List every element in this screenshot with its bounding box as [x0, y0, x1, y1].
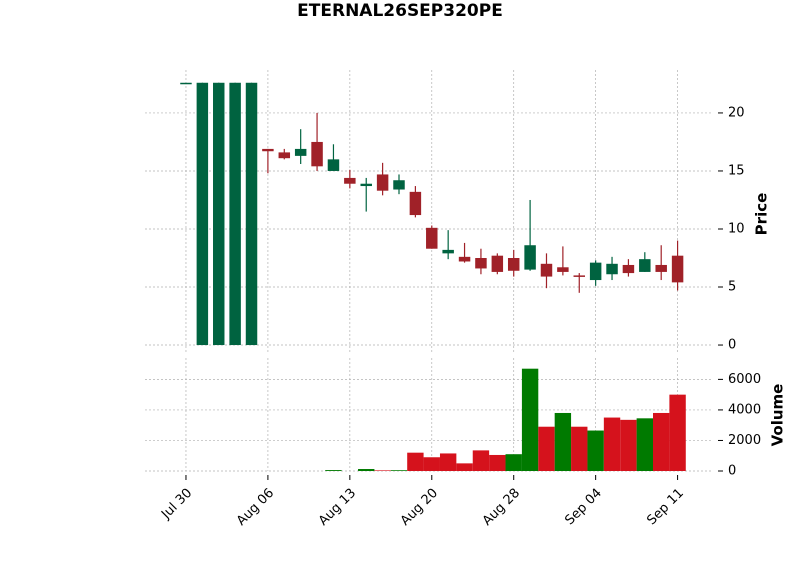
candle-body [475, 258, 487, 269]
volume-bar [472, 450, 490, 471]
candle-body [573, 275, 585, 277]
x-tick-label: Aug 13 [316, 486, 359, 529]
candle-body [278, 152, 291, 159]
candle-body [442, 249, 454, 254]
candle-body [262, 148, 274, 152]
y-tick-label: 10 [728, 221, 745, 236]
candle-body [507, 258, 520, 271]
volume-bar [620, 419, 637, 471]
candle-body [180, 82, 192, 85]
volume-bar [358, 469, 375, 471]
candle-body [344, 177, 356, 184]
volume-bar [554, 412, 572, 471]
volume-bar [423, 457, 440, 471]
x-tick-label: Aug 06 [234, 486, 277, 529]
candle-body [327, 159, 340, 171]
y2-tick-label: 2000 [728, 433, 761, 448]
x-tick-label: Aug 20 [398, 486, 441, 529]
candle-body [409, 191, 422, 216]
x-tick-label: Sep 04 [562, 486, 605, 529]
candle-body [540, 263, 553, 277]
candle-body [196, 82, 209, 346]
candle-body [426, 227, 438, 249]
y2-tick-label: 4000 [728, 402, 761, 417]
candle-body [376, 174, 389, 191]
candle-body [639, 259, 651, 272]
volume-bar [538, 426, 555, 471]
candle-body [294, 148, 307, 156]
volume-bar [407, 452, 424, 471]
candle-body [671, 255, 684, 283]
volume-bar [489, 454, 506, 471]
volume-bar [439, 453, 457, 471]
volume-bar [636, 418, 654, 471]
volume-bar [521, 368, 539, 471]
y-tick-label: 20 [728, 105, 745, 120]
candle-body [458, 256, 471, 262]
candle-body [622, 264, 635, 274]
y-axis-label: Price [753, 193, 771, 236]
candle-body [229, 82, 241, 346]
volume-bar [390, 470, 408, 471]
candle-body [213, 82, 225, 346]
chart-title: ETERNAL26SEP320PE [297, 1, 503, 21]
volume-bar [587, 430, 604, 471]
volume-bar [505, 454, 522, 471]
candle-body [393, 180, 405, 190]
candle-body [360, 183, 372, 187]
y-tick-label: 15 [728, 163, 745, 178]
y2-axis-label: Volume [769, 384, 787, 447]
y-tick-label: 5 [728, 280, 736, 295]
volume-bar [374, 470, 391, 471]
volume-bar [456, 463, 473, 471]
x-tick-label: Aug 28 [480, 486, 523, 529]
candle-body [245, 82, 258, 346]
candle-body [606, 263, 618, 275]
volume-bar [669, 394, 686, 471]
x-tick-label: Sep 11 [644, 486, 687, 529]
candle-body [524, 245, 536, 270]
candle-body [589, 262, 602, 281]
y-tick-label: 0 [728, 338, 736, 353]
candle-body [655, 264, 667, 272]
volume-bar [325, 470, 342, 471]
candle-body [311, 141, 323, 167]
candle-body [557, 267, 569, 272]
y2-tick-label: 6000 [728, 372, 761, 387]
y2-tick-label: 0 [728, 464, 736, 479]
x-tick-label: Jul 30 [158, 486, 195, 523]
volume-bar [603, 417, 621, 471]
candle-body [491, 255, 504, 272]
volume-bar [653, 412, 670, 471]
volume-bar [571, 426, 588, 471]
